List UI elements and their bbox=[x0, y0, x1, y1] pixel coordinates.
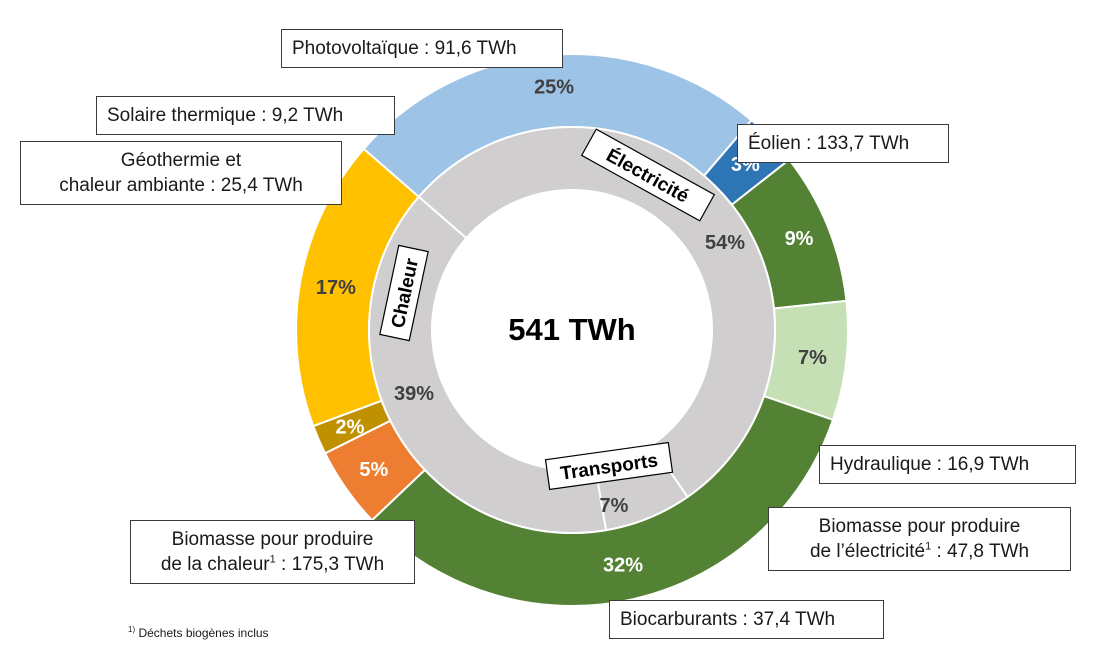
pct-label-electricite: 54% bbox=[705, 232, 745, 254]
footnote-marker: 1) bbox=[128, 625, 136, 634]
label-line: de la chaleur1 : 175,3 TWh bbox=[160, 553, 385, 575]
outer-ring bbox=[295, 53, 849, 607]
slice-chaleur bbox=[368, 195, 608, 534]
pct-label-solaire-thermique: 2% bbox=[336, 416, 365, 438]
footnote-text: Déchets biogènes inclus bbox=[135, 626, 269, 640]
label-box-biocarburants: Biocarburants : 37,4 TWh bbox=[609, 600, 884, 639]
label-box-photovoltaique: Photovoltaïque : 91,6 TWh bbox=[281, 29, 563, 68]
pct-label-biomasse-chaleur: 32% bbox=[603, 555, 643, 577]
label-line: Hydraulique : 16,9 TWh bbox=[830, 454, 1030, 475]
pct-label-eolien: 25% bbox=[534, 77, 574, 99]
label-line: de l’électricité1 : 47,8 TWh bbox=[809, 540, 1030, 562]
label-line: Photovoltaïque : 91,6 TWh bbox=[292, 38, 517, 59]
pct-label-biomasse-elec: 9% bbox=[785, 228, 814, 250]
label-line: Biocarburants : 37,4 TWh bbox=[620, 609, 836, 630]
label-box-solaire-thermique: Solaire thermique : 9,2 TWh bbox=[96, 96, 395, 135]
inner-percent-labels: 54% 7% 39% bbox=[394, 232, 745, 517]
total-label: 541 TWh bbox=[508, 312, 635, 347]
pct-label-geothermie: 5% bbox=[359, 459, 388, 481]
label-box-eolien: Éolien : 133,7 TWh bbox=[737, 124, 949, 163]
footnote: 1) Déchets biogènes inclus bbox=[128, 625, 269, 641]
pct-label-photovoltaique: 17% bbox=[316, 277, 356, 299]
pct-label-biocarburants: 7% bbox=[798, 347, 827, 369]
label-line: Géothermie et bbox=[120, 150, 242, 171]
label-box-hydraulique: Hydraulique : 16,9 TWh bbox=[819, 445, 1076, 484]
label-line: Solaire thermique : 9,2 TWh bbox=[107, 105, 344, 126]
label-line: Éolien : 133,7 TWh bbox=[748, 133, 910, 154]
label-box-geothermie: Géothermie et chaleur ambiante : 25,4 TWh bbox=[20, 141, 342, 205]
pct-label-chaleur: 39% bbox=[394, 383, 434, 405]
pct-label-transports: 7% bbox=[600, 495, 629, 517]
label-box-biomasse-elec: Biomasse pour produire de l’électricité1 … bbox=[768, 507, 1071, 571]
label-line: chaleur ambiante : 25,4 TWh bbox=[59, 175, 303, 196]
label-line: Biomasse pour produire bbox=[171, 529, 374, 550]
slice-electricite bbox=[417, 126, 776, 499]
label-line: Biomasse pour produire bbox=[818, 516, 1021, 537]
label-box-biomasse-chaleur: Biomasse pour produire de la chaleur1 : 1… bbox=[130, 520, 415, 584]
